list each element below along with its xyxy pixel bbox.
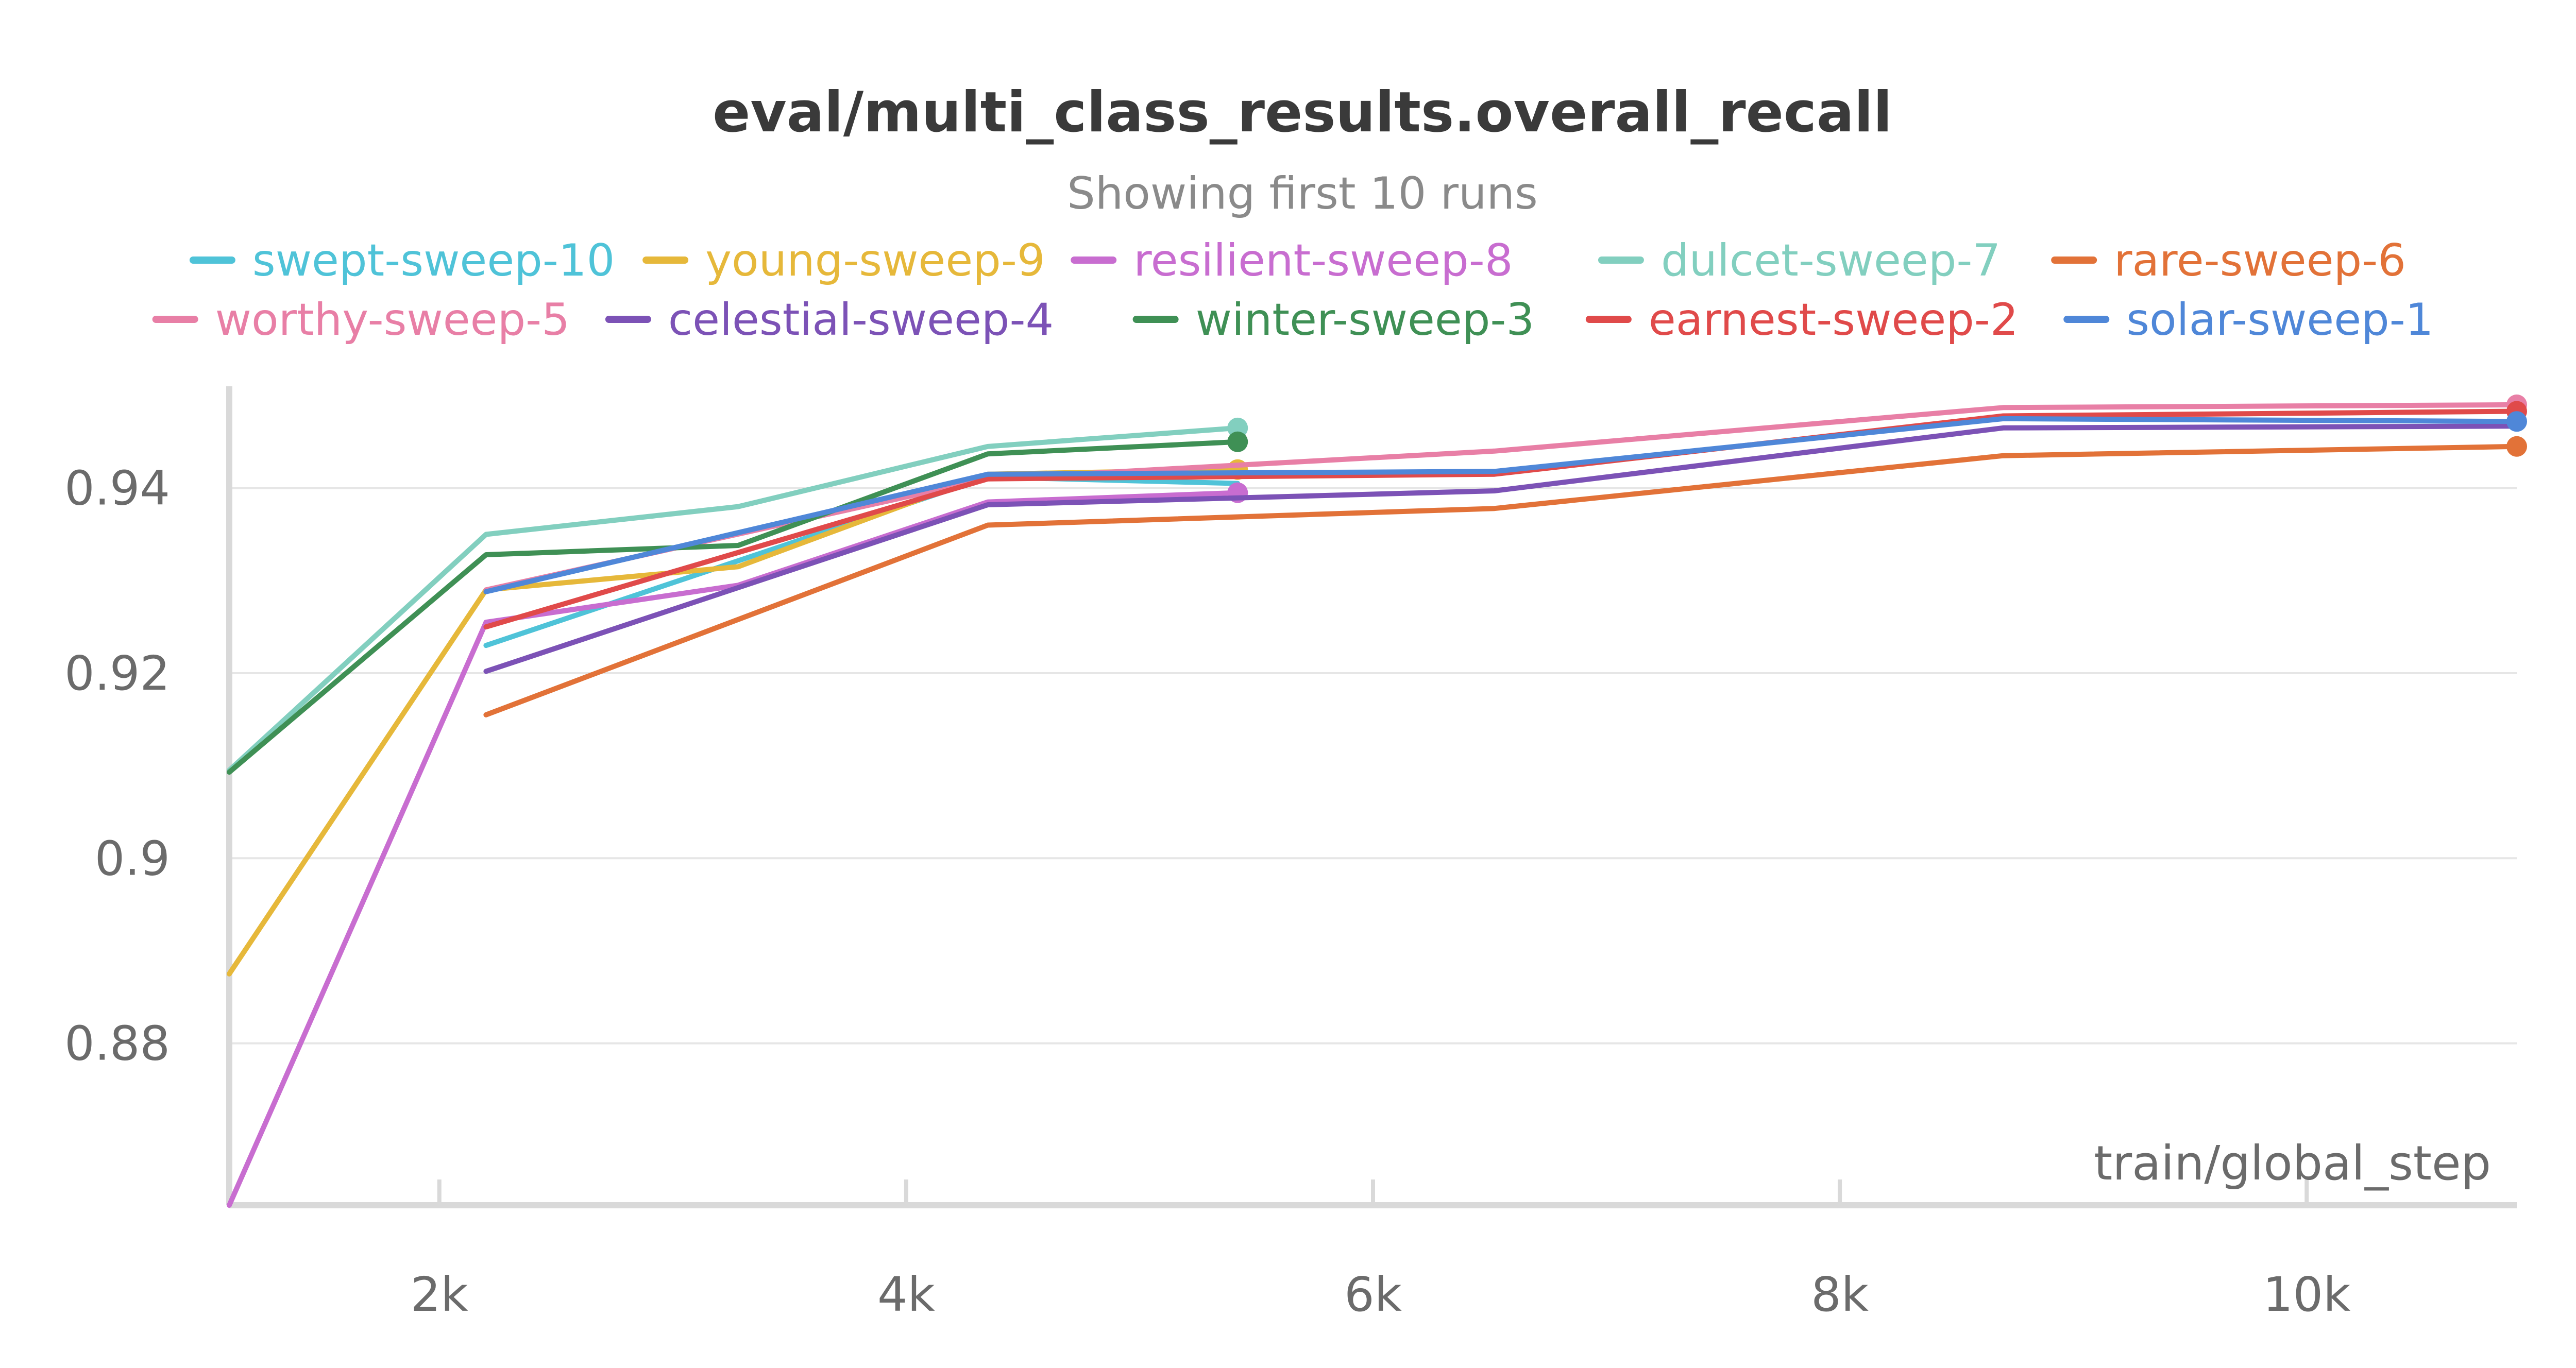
series-line-worthy-sweep-5 bbox=[483, 402, 2519, 593]
series-end-marker-winter-sweep-3 bbox=[1227, 431, 1248, 452]
legend-label: celestial-sweep-4 bbox=[668, 294, 1054, 346]
chart-subtitle: Showing first 10 runs bbox=[1067, 168, 1538, 219]
legend-label: solar-sweep-1 bbox=[2126, 294, 2433, 346]
series-line-winter-sweep-3 bbox=[227, 439, 1241, 775]
legend-label: worthy-sweep-5 bbox=[215, 294, 570, 346]
legend-label: dulcet-sweep-7 bbox=[1661, 235, 2001, 286]
legend-item-dulcet-sweep-7: dulcet-sweep-7 bbox=[1598, 235, 2001, 286]
y-tick-label: 0.92 bbox=[64, 646, 170, 701]
grid bbox=[229, 487, 2517, 1045]
x-tick-label: 6k bbox=[1344, 1267, 1402, 1322]
series-layer bbox=[227, 394, 2527, 1208]
series-end-marker-rare-sweep-6 bbox=[2506, 436, 2527, 457]
y-tick-label: 0.9 bbox=[95, 831, 170, 886]
legend: swept-sweep-10 young-sweep-9 resilient-swe… bbox=[152, 235, 2433, 346]
legend-item-solar-sweep-1: solar-sweep-1 bbox=[2063, 294, 2433, 346]
series-line-earnest-sweep-2 bbox=[483, 408, 2519, 630]
y-tick-label: 0.94 bbox=[64, 461, 170, 516]
series-line-celestial-sweep-4 bbox=[483, 423, 2519, 674]
legend-item-earnest-sweep-2: earnest-sweep-2 bbox=[1585, 294, 2019, 346]
series-line-dulcet-sweep-7 bbox=[227, 425, 1241, 773]
x-tick-label: 8k bbox=[1811, 1267, 1869, 1322]
y-tick-label: 0.88 bbox=[64, 1016, 170, 1071]
legend-item-young-sweep-9: young-sweep-9 bbox=[642, 235, 1045, 286]
legend-label: resilient-sweep-8 bbox=[1133, 235, 1513, 286]
legend-label: swept-sweep-10 bbox=[252, 235, 615, 286]
legend-item-winter-sweep-3: winter-sweep-3 bbox=[1132, 294, 1535, 346]
legend-item-swept-sweep-10: swept-sweep-10 bbox=[189, 235, 615, 286]
legend-label: rare-sweep-6 bbox=[2114, 235, 2406, 286]
legend-label: winter-sweep-3 bbox=[1196, 294, 1535, 346]
legend-label: young-sweep-9 bbox=[705, 235, 1045, 286]
series-line-resilient-sweep-8 bbox=[227, 490, 1241, 1208]
chart-title: eval/multi_class_results.overall_recall bbox=[713, 80, 1892, 145]
series-end-marker-solar-sweep-1 bbox=[2506, 411, 2527, 432]
series-line-rare-sweep-6 bbox=[483, 443, 2519, 717]
x-tick-label: 2k bbox=[411, 1267, 469, 1322]
x-tick-label: 10k bbox=[2263, 1267, 2351, 1322]
legend-label: earnest-sweep-2 bbox=[1649, 294, 2019, 346]
series-line-solar-sweep-1 bbox=[483, 416, 2519, 594]
legend-item-worthy-sweep-5: worthy-sweep-5 bbox=[152, 294, 570, 346]
x-tick-label: 4k bbox=[877, 1267, 936, 1322]
legend-item-celestial-sweep-4: celestial-sweep-4 bbox=[605, 294, 1054, 346]
legend-item-resilient-sweep-8: resilient-sweep-8 bbox=[1071, 235, 1513, 286]
axes: 0.88 0.9 0.92 0.94 2k 4k 6k 8k 10k bbox=[64, 386, 2517, 1322]
legend-item-rare-sweep-6: rare-sweep-6 bbox=[2051, 235, 2406, 286]
x-axis-label: train/global_step bbox=[2094, 1136, 2491, 1191]
